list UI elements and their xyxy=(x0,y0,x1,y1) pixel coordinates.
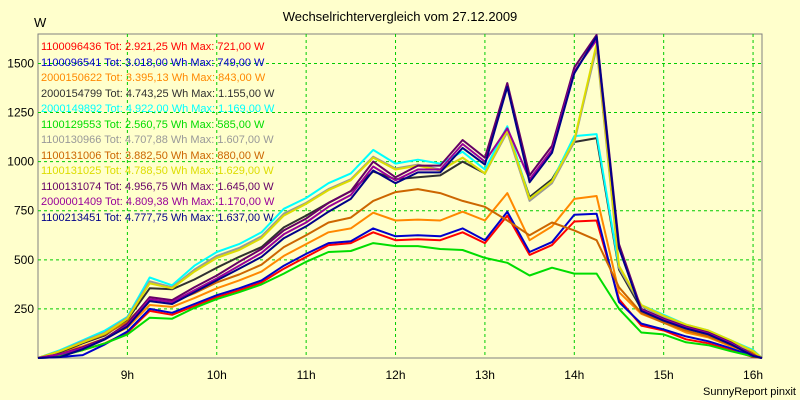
y-tick-label: 1500 xyxy=(7,56,34,70)
chart-title: Wechselrichtervergleich vom 27.12.2009 xyxy=(282,9,518,24)
series-line xyxy=(37,35,763,359)
legend-entry: 1100096541 Tot: 3.018,00 Wh Max: 749,00 … xyxy=(41,56,265,69)
series-line xyxy=(37,210,763,359)
legend-entry: 1100129553 Tot: 2.560,75 Wh Max: 585,00 … xyxy=(41,118,265,131)
legend-entry: 1100131025 Tot: 4.788,50 Wh Max: 1.629,0… xyxy=(41,165,274,177)
x-tick-label: 12h xyxy=(386,368,406,382)
legend-entry: 1100130966 Tot: 4.707,88 Wh Max: 1.607,0… xyxy=(41,134,274,146)
x-tick-label: 13h xyxy=(475,368,495,382)
legend-entry: 1100096436 Tot: 2.921,25 Wh Max: 721,00 … xyxy=(41,41,265,53)
y-tick-label: 750 xyxy=(14,204,34,218)
series-line xyxy=(37,242,763,359)
software-credit: SunnyReport pinxit xyxy=(703,386,796,398)
chart-legend: 1100096436 Tot: 2.921,25 Wh Max: 721,00 … xyxy=(41,40,274,226)
plot-frame xyxy=(37,33,763,359)
legend-entry: 2000150622 Tot: 3.395,13 Wh Max: 843,00 … xyxy=(41,72,266,84)
legend-entry: 2000149892 Tot: 4.922,00 Wh Max: 1.169,0… xyxy=(41,103,275,115)
legend-entry: 1100213451 Tot: 4.777,75 Wh Max: 1.637,0… xyxy=(41,211,274,224)
legend-entry: 2000001409 Tot: 4.809,38 Wh Max: 1.170,0… xyxy=(41,196,275,208)
y-tick-label: 1250 xyxy=(7,106,34,120)
y-axis-unit-label: W xyxy=(34,15,47,30)
legend-entry: 1100131074 Tot: 4.956,75 Wh Max: 1.645,0… xyxy=(41,180,274,193)
x-tick-label: 9h xyxy=(121,368,134,382)
x-tick-label: 11h xyxy=(297,368,316,382)
x-tick-label: 14h xyxy=(564,368,584,382)
y-tick-label: 1000 xyxy=(7,155,34,169)
y-tick-label: 250 xyxy=(14,302,34,316)
legend-entry: 2000154799 Tot: 4.743,25 Wh Max: 1.155,0… xyxy=(41,87,275,100)
legend-entry: 1100131006 Tot: 3.882,50 Wh Max: 880,00 … xyxy=(41,149,265,162)
x-tick-label: 15h xyxy=(654,368,674,382)
series-line xyxy=(37,214,763,359)
x-tick-label: 16h xyxy=(743,368,763,382)
y-tick-label: 500 xyxy=(14,253,34,267)
x-tick-label: 10h xyxy=(207,368,227,382)
series-line xyxy=(37,42,763,359)
